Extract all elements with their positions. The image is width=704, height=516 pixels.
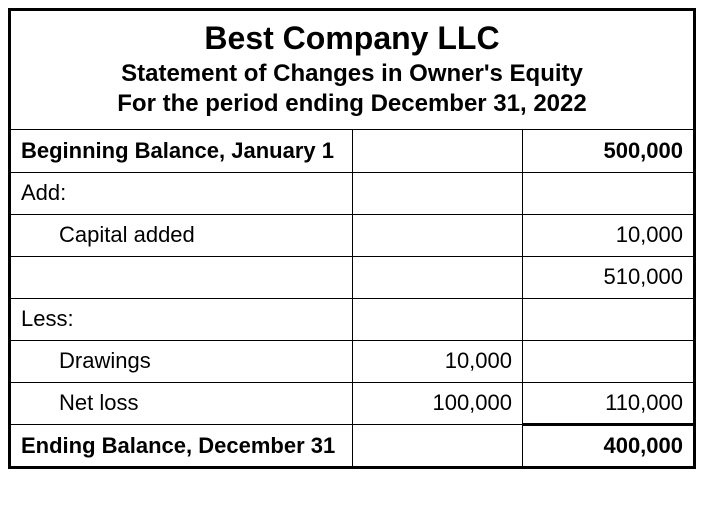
- table-row: Less:: [11, 298, 693, 340]
- ending-balance-label: Ending Balance, December 31: [11, 424, 352, 466]
- less-subtotal: 110,000: [523, 382, 694, 424]
- table-row: Add:: [11, 172, 693, 214]
- add-label: Add:: [11, 172, 352, 214]
- statement-header: Best Company LLC Statement of Changes in…: [11, 11, 693, 130]
- drawings-label: Drawings: [11, 340, 352, 382]
- equity-table: Beginning Balance, January 1 500,000 Add…: [11, 130, 693, 466]
- cell-empty: [352, 130, 523, 172]
- table-row: Ending Balance, December 31 400,000: [11, 424, 693, 466]
- cell-empty: [352, 172, 523, 214]
- table-row: 510,000: [11, 256, 693, 298]
- cell-empty: [523, 172, 694, 214]
- cell-empty: [11, 256, 352, 298]
- cell-empty: [352, 256, 523, 298]
- less-label: Less:: [11, 298, 352, 340]
- table-row: Capital added 10,000: [11, 214, 693, 256]
- equity-statement: Best Company LLC Statement of Changes in…: [8, 8, 696, 469]
- cell-empty: [352, 424, 523, 466]
- capital-added-label: Capital added: [11, 214, 352, 256]
- table-row: Drawings 10,000: [11, 340, 693, 382]
- statement-period: For the period ending December 31, 2022: [21, 89, 683, 119]
- cell-empty: [523, 340, 694, 382]
- cell-empty: [352, 298, 523, 340]
- after-add-subtotal: 510,000: [523, 256, 694, 298]
- statement-title: Statement of Changes in Owner's Equity: [21, 59, 683, 89]
- table-row: Net loss 100,000 110,000: [11, 382, 693, 424]
- cell-empty: [523, 298, 694, 340]
- net-loss-label: Net loss: [11, 382, 352, 424]
- beginning-balance-label: Beginning Balance, January 1: [11, 130, 352, 172]
- capital-added-value: 10,000: [523, 214, 694, 256]
- net-loss-value: 100,000: [352, 382, 523, 424]
- cell-empty: [352, 214, 523, 256]
- table-row: Beginning Balance, January 1 500,000: [11, 130, 693, 172]
- drawings-value: 10,000: [352, 340, 523, 382]
- ending-balance-value: 400,000: [523, 424, 694, 466]
- beginning-balance-value: 500,000: [523, 130, 694, 172]
- company-name: Best Company LLC: [21, 19, 683, 57]
